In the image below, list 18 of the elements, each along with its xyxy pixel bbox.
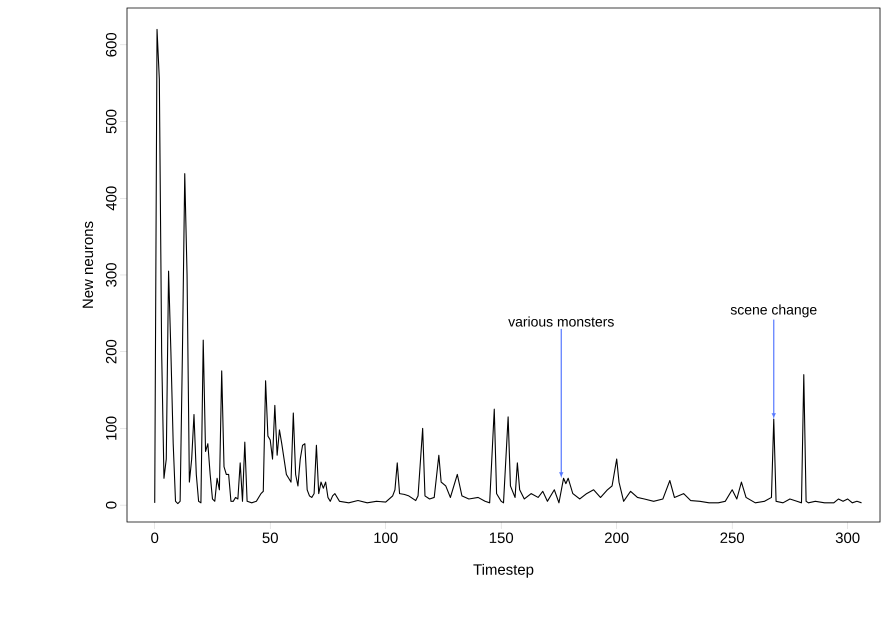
y-tick-label: 200 (106, 340, 116, 364)
annotation: various monsters (508, 316, 614, 327)
y-tick-label: 500 (106, 110, 116, 134)
y-tick-label: 300 (106, 263, 116, 287)
x-tick-label: 0 (151, 532, 158, 544)
y-axis-title: New neurons (82, 222, 94, 308)
x-tick-label: 200 (604, 532, 629, 544)
y-tick-label: 600 (106, 32, 116, 57)
x-tick-label: 150 (490, 532, 514, 544)
x-tick-label: 100 (374, 532, 398, 544)
x-axis-title: Timestep (473, 564, 534, 578)
x-tick-label: 50 (262, 532, 278, 544)
y-tick-label: 0 (106, 502, 116, 509)
x-tick-label: 300 (836, 532, 860, 544)
y-tick-label: 400 (106, 186, 116, 210)
annotation: scene change (730, 304, 817, 318)
x-tick-label: 250 (720, 532, 744, 544)
y-tick-label: 100 (106, 416, 116, 440)
